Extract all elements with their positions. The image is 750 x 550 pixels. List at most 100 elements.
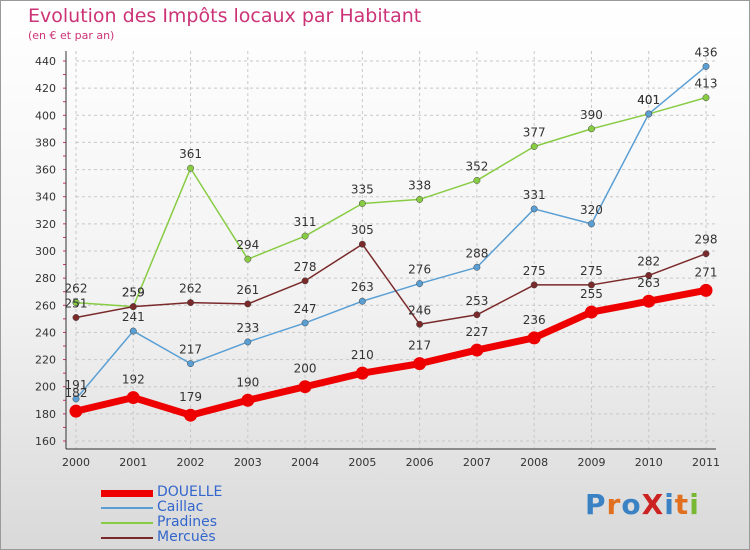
y-tick-label: 160 xyxy=(35,435,56,448)
y-tick-label: 320 xyxy=(35,218,56,231)
x-tick-label: 2005 xyxy=(348,456,376,469)
x-tick-label: 2006 xyxy=(406,456,434,469)
data-label-mercus: 298 xyxy=(695,233,718,247)
x-tick-label: 2008 xyxy=(520,456,548,469)
data-label-caillac: 401 xyxy=(637,93,660,107)
data-label-caillac: 320 xyxy=(580,203,603,217)
logo-letter: t xyxy=(674,488,690,521)
logo-letter: r xyxy=(606,488,622,521)
data-label-caillac: 263 xyxy=(351,280,374,294)
data-label-pradines: 401 xyxy=(637,93,660,107)
x-tick-label: 2001 xyxy=(119,456,147,469)
data-label-caillac: 247 xyxy=(294,302,317,316)
data-label-pradines: 294 xyxy=(236,238,259,252)
data-point-douelle xyxy=(69,404,83,418)
data-point-caillac xyxy=(588,220,595,228)
data-label-caillac: 241 xyxy=(122,310,145,324)
data-point-douelle xyxy=(184,408,198,422)
data-point-caillac xyxy=(473,263,481,271)
data-label-mercus: 275 xyxy=(523,264,546,278)
data-point-pradines xyxy=(301,232,309,240)
data-point-pradines xyxy=(187,164,194,172)
data-point-caillac xyxy=(358,297,366,305)
data-point-douelle xyxy=(241,393,255,407)
proxiti-logo: ProXiti xyxy=(585,488,700,521)
data-point-douelle xyxy=(298,380,312,394)
data-point-caillac xyxy=(645,110,653,118)
data-label-mercus: 251 xyxy=(65,297,88,311)
x-tick-label: 2000 xyxy=(62,456,90,469)
data-point-douelle xyxy=(699,283,713,297)
data-label-douelle: 271 xyxy=(695,265,718,279)
data-point-caillac xyxy=(187,360,194,368)
logo-letter: o xyxy=(621,488,642,521)
data-point-pradines xyxy=(588,125,595,133)
y-tick-label: 240 xyxy=(35,326,56,339)
legend-label: Caillac xyxy=(157,499,204,515)
legend-item: Pradines xyxy=(101,514,301,530)
data-point-mercus xyxy=(702,250,710,258)
x-tick-label: 2003 xyxy=(234,456,262,469)
data-point-pradines xyxy=(473,176,481,184)
data-point-pradines xyxy=(72,299,80,307)
x-tick-label: 2002 xyxy=(177,456,205,469)
data-label-pradines: 335 xyxy=(351,183,374,197)
data-label-douelle: 236 xyxy=(523,313,546,327)
data-label-douelle: 263 xyxy=(637,276,660,290)
y-tick-label: 380 xyxy=(35,136,56,149)
legend-swatch xyxy=(101,507,153,509)
data-point-pradines xyxy=(244,255,252,263)
data-label-mercus: 275 xyxy=(580,264,603,278)
y-tick-label: 280 xyxy=(35,272,56,285)
data-point-douelle xyxy=(413,357,427,371)
legend-label: Pradines xyxy=(157,514,218,530)
legend-item: DOUELLE xyxy=(101,484,301,500)
legend-label: DOUELLE xyxy=(157,484,223,500)
chart-title: Evolution des Impôts locaux par Habitant xyxy=(28,5,422,27)
logo-letter: X xyxy=(641,488,665,521)
data-point-caillac xyxy=(530,205,538,213)
data-label-douelle: 192 xyxy=(122,373,145,387)
data-point-mercus xyxy=(187,299,194,307)
data-point-mercus xyxy=(645,271,653,279)
data-point-mercus xyxy=(530,281,538,289)
data-label-mercus: 282 xyxy=(637,254,660,268)
data-point-caillac xyxy=(416,280,424,288)
data-point-mercus xyxy=(301,277,309,285)
legend-label: Mercuès xyxy=(157,529,216,545)
data-label-pradines: 377 xyxy=(523,126,546,140)
data-point-pradines xyxy=(530,143,538,150)
series-line-mercus xyxy=(75,243,707,326)
data-label-douelle: 227 xyxy=(465,325,488,339)
series-line-caillac xyxy=(75,65,707,400)
data-label-caillac: 217 xyxy=(179,343,202,357)
data-label-mercus: 262 xyxy=(179,282,202,296)
y-tick-label: 440 xyxy=(35,55,56,68)
y-tick-label: 420 xyxy=(35,82,56,95)
data-label-pradines: 390 xyxy=(580,108,603,122)
data-point-caillac xyxy=(702,62,710,70)
data-point-douelle xyxy=(126,391,140,405)
legend-item: Caillac xyxy=(101,499,301,515)
legend: DOUELLE Caillac Pradines Mercuès xyxy=(101,484,301,545)
y-tick-label: 360 xyxy=(35,164,56,177)
data-label-douelle: 190 xyxy=(236,375,259,389)
data-point-pradines xyxy=(358,200,366,207)
data-label-douelle: 210 xyxy=(351,348,374,362)
data-label-pradines: 262 xyxy=(65,282,88,296)
series-line-douelle xyxy=(75,286,707,419)
y-tick-label: 220 xyxy=(35,354,56,367)
data-label-caillac: 288 xyxy=(465,246,488,260)
legend-swatch xyxy=(101,537,153,539)
data-point-douelle xyxy=(470,343,484,357)
logo-letter: i xyxy=(664,488,675,521)
x-tick-label: 2011 xyxy=(692,456,720,469)
logo-letter: i xyxy=(689,488,700,521)
data-point-mercus xyxy=(358,240,366,248)
data-point-caillac xyxy=(129,327,137,335)
data-point-douelle xyxy=(527,331,541,345)
data-label-mercus: 259 xyxy=(122,286,145,300)
data-point-pradines xyxy=(416,195,424,203)
data-label-mercus: 246 xyxy=(408,303,431,317)
